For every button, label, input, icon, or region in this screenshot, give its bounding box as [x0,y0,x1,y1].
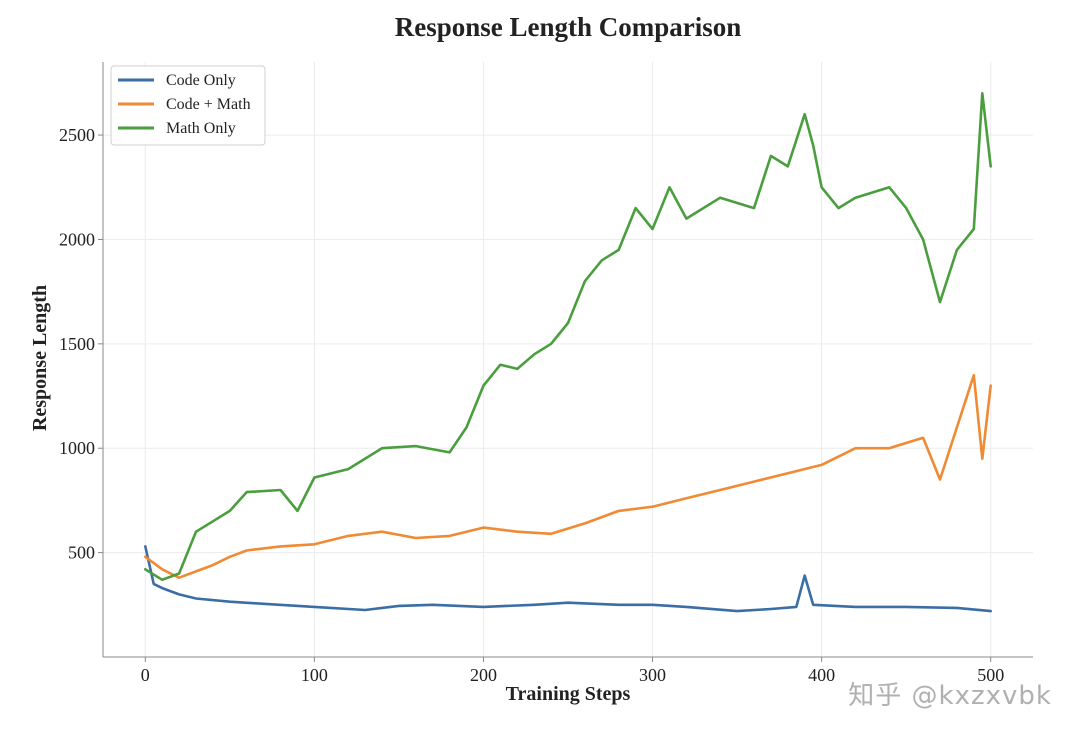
plot-area: 0 100 200 300 400 500 500 1000 1500 2000 2500 [59,62,1033,685]
y-tick-label: 2000 [59,229,95,249]
x-tick-label: 300 [639,665,666,685]
chart-title: Response Length Comparison [395,12,742,42]
x-tick-label: 0 [141,665,150,685]
x-tick-label: 100 [301,665,328,685]
y-axis-label: Response Length [29,285,51,431]
x-tick-label: 500 [977,665,1004,685]
y-tick-label: 2500 [59,125,95,145]
series-line-math-only [144,92,992,582]
x-tick-label: 200 [470,665,497,685]
legend-label: Code Only [166,72,236,89]
watermark: 知乎 @kxzxvbk [848,681,1052,711]
legend-label: Math Only [166,120,236,137]
legend: Code Only Code + Math Math Only [110,65,266,146]
y-tick-label: 500 [68,543,95,563]
x-tick-label: 400 [808,665,835,685]
series-line-code-math [144,373,992,579]
series-line-code-only [144,545,992,613]
legend-box [110,65,266,146]
y-tick-label: 1000 [59,438,95,458]
x-axis-label: Training Steps [506,683,631,705]
y-tick-label: 1500 [59,334,95,354]
legend-label: Code + Math [166,96,251,113]
